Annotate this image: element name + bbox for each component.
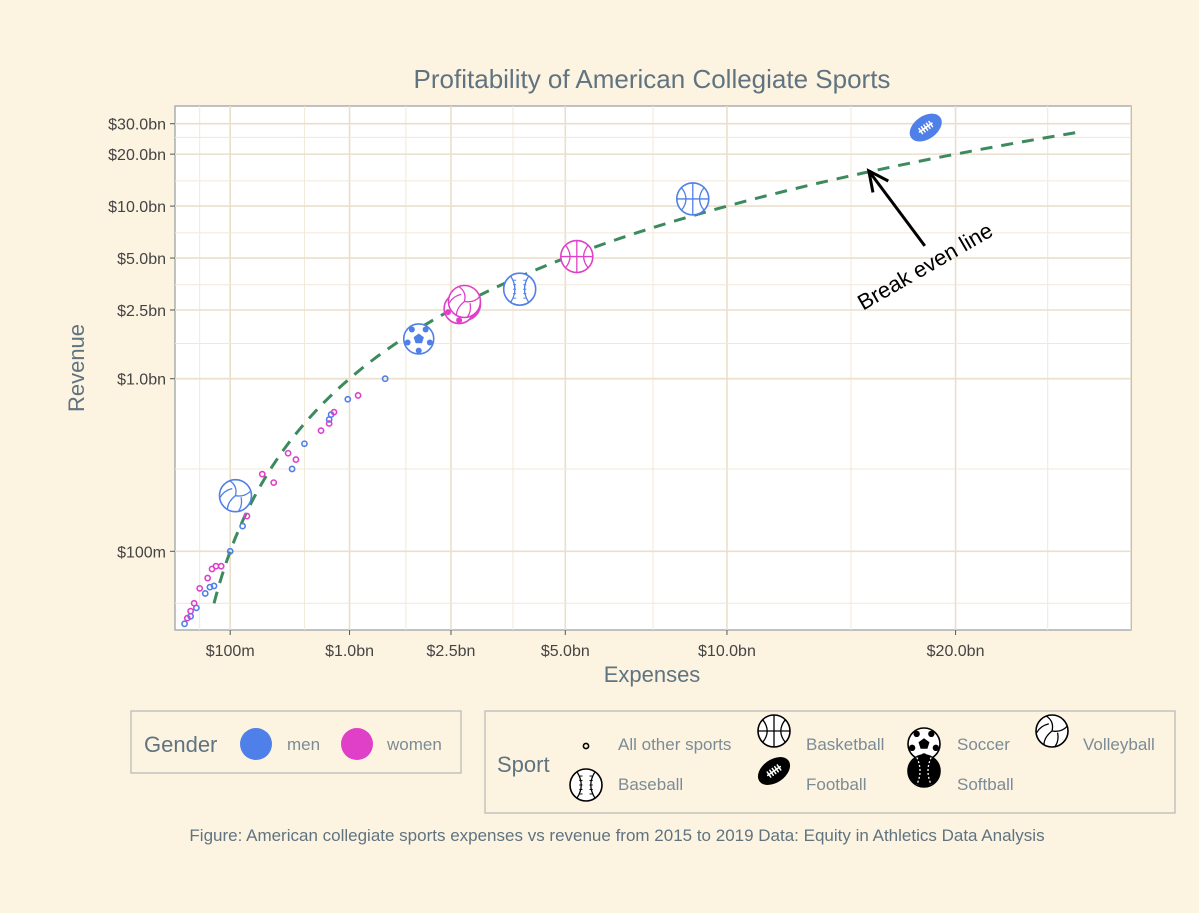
softball-icon — [907, 754, 941, 788]
legend-label-soccer: Soccer — [957, 735, 1010, 754]
x-tick-label: $100m — [206, 643, 255, 660]
y-axis-ticks: $100m $1.0bn $2.5bn $5.0bn $10.0bn $20.0bn $30… — [108, 117, 175, 561]
data-point-soccer-men — [402, 323, 435, 355]
data-point-all-other-sports-women — [325, 420, 333, 427]
y-axis-title: Revenue — [64, 324, 89, 412]
legend-label-football: Football — [806, 775, 866, 794]
data-point-all-other-sports-men — [206, 583, 214, 591]
legend-label-men: men — [287, 735, 320, 754]
data-point-all-other-sports-women — [284, 449, 292, 457]
break-even-line — [212, 130, 1083, 604]
baseball-icon — [569, 768, 603, 802]
basketball-icon — [757, 714, 791, 748]
data-point-all-other-sports-women — [354, 392, 362, 399]
y-tick-label: $30.0bn — [108, 117, 166, 134]
figure-caption: Figure: American collegiate sports expen… — [189, 826, 1044, 845]
data-point-all-other-sports-men — [239, 522, 246, 530]
data-point-all-other-sports-men — [325, 416, 333, 423]
y-tick-label: $2.5bn — [117, 303, 166, 320]
data-point-all-other-sports-women — [183, 614, 191, 622]
data-point-basketball-men — [675, 182, 710, 216]
data-point-all-other-sports-women — [317, 427, 325, 435]
x-tick-label: $10.0bn — [698, 643, 756, 660]
data-point-all-other-sports-women — [243, 512, 251, 520]
y-tick-label: $10.0bn — [108, 199, 166, 216]
data-point-all-other-sports-women — [190, 599, 198, 607]
data-point-all-other-sports-men — [226, 547, 234, 555]
legend-swatch-women — [341, 728, 373, 760]
legend-label-softball: Softball — [957, 775, 1014, 794]
data-point-all-other-sports-women — [330, 408, 338, 416]
scatter-points — [181, 113, 942, 628]
data-point-all-other-sports-women — [258, 470, 266, 478]
legend-label-baseball: Baseball — [618, 775, 683, 794]
y-tick-label: $20.0bn — [108, 147, 166, 164]
data-point-volleyball-women — [447, 284, 482, 319]
volleyball-icon — [1035, 714, 1069, 748]
annotation-arrow — [867, 169, 926, 247]
legend-label-basketball: Basketball — [806, 735, 884, 754]
data-point-volleyball-men — [218, 478, 253, 513]
legend-gender-box — [130, 710, 462, 774]
x-tick-label: $1.0bn — [325, 643, 374, 660]
small-circle-icon — [582, 742, 590, 750]
legend-gender: Gender men women — [130, 710, 462, 774]
data-point-all-other-sports-women — [208, 565, 216, 573]
annotation-arrow-head — [866, 168, 889, 193]
legend-label-all-other: All other sports — [618, 735, 731, 754]
data-point-all-other-sports-women — [187, 607, 195, 615]
data-point-all-other-sports-women — [292, 456, 300, 463]
y-tick-label: $1.0bn — [117, 372, 166, 389]
data-point-all-other-sports-women — [204, 574, 212, 582]
y-tick-label: $100m — [117, 544, 166, 561]
x-tick-label: $5.0bn — [541, 643, 590, 660]
x-tick-label: $2.5bn — [427, 643, 476, 660]
x-axis-ticks: $100m $1.0bn $2.5bn $5.0bn $10.0bn $20.0bn — [206, 630, 985, 660]
data-point-all-other-sports-women — [270, 479, 278, 487]
legend-swatch-men — [240, 728, 272, 760]
legend-label-volleyball: Volleyball — [1083, 735, 1155, 754]
x-tick-label: $20.0bn — [927, 643, 985, 660]
grid-lines — [175, 106, 1131, 630]
data-point-all-other-sports-men — [344, 395, 352, 403]
data-point-all-other-sports-women — [196, 584, 204, 592]
chart-title: Profitability of American Collegiate Spo… — [414, 64, 891, 94]
data-point-all-other-sports-men — [301, 440, 308, 448]
football-icon — [757, 757, 791, 785]
soccer-ball-icon — [907, 727, 941, 761]
y-tick-label: $5.0bn — [117, 251, 166, 268]
data-point-all-other-sports-men — [381, 375, 389, 383]
legend-label-women: women — [386, 735, 442, 754]
data-point-all-other-sports-men — [201, 590, 209, 597]
legend-gender-title: Gender — [144, 732, 217, 757]
legend-sport-title: Sport — [497, 752, 550, 777]
data-point-all-other-sports-men — [181, 620, 188, 628]
legend-sport: Sport All other sports Baseball Basketba… — [484, 710, 1176, 814]
data-point-football-men — [909, 113, 942, 142]
break-even-dashed-line — [212, 130, 1083, 604]
data-point-basketball-women — [560, 239, 594, 274]
data-point-all-other-sports-men — [288, 465, 296, 473]
data-point-baseball-men — [502, 272, 537, 306]
x-axis-title: Expenses — [604, 662, 701, 687]
